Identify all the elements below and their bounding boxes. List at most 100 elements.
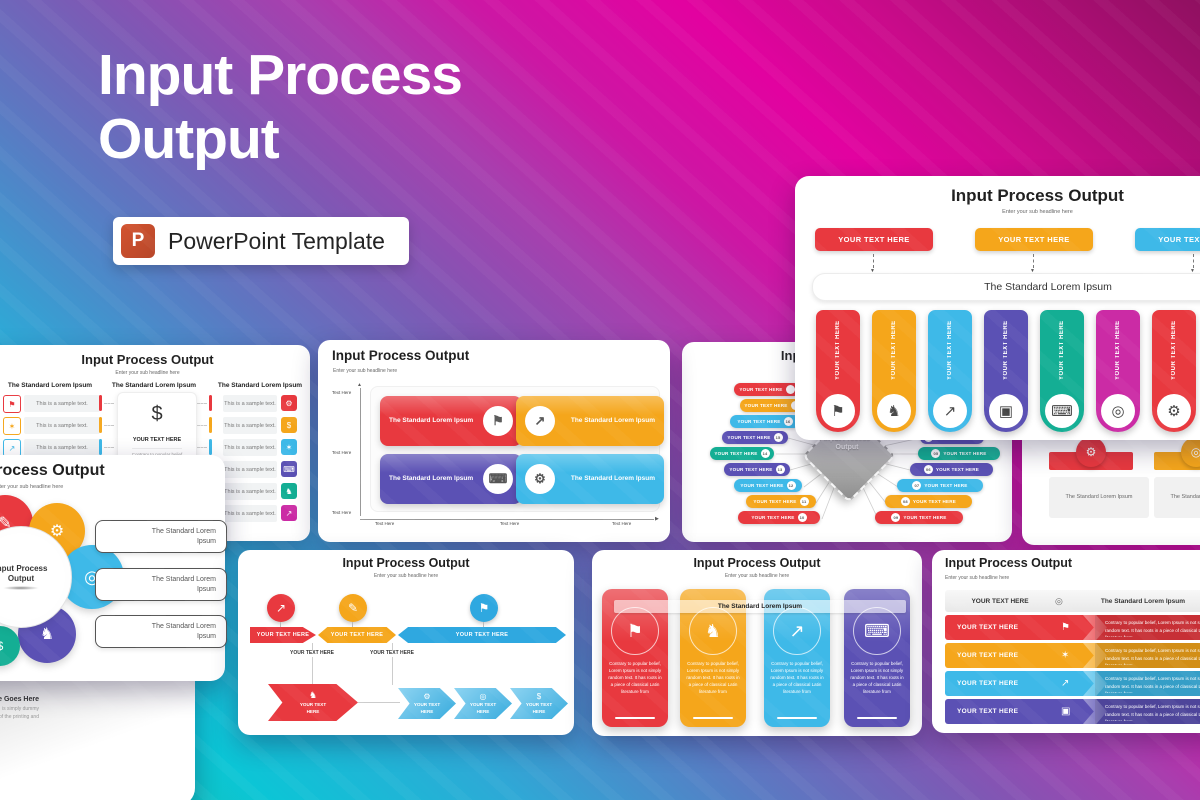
portfolio-icon: ▣ — [1061, 706, 1071, 717]
connector-line — [392, 643, 393, 685]
card-body: The Standard Lorem Ipsum — [1154, 477, 1200, 518]
growth-icon: ↗ — [933, 394, 967, 428]
card-label: YOUR TEXT HERE — [132, 437, 182, 443]
portfolio-icon: ▣ — [989, 394, 1023, 428]
stem — [280, 622, 281, 627]
growth-icon: ↗ — [525, 406, 555, 436]
hero-column: YOUR TEXT HERE ↗ — [928, 310, 972, 432]
x-axis — [360, 519, 654, 520]
coins-icon: $ — [0, 626, 20, 666]
chevron-label: YOUR TEXT HERE — [413, 702, 441, 714]
matrix-box: ↗ The Standard Lorem Ipsum — [516, 396, 664, 446]
megaphone-icon: ⚑ — [611, 607, 659, 655]
slide-subtitle: Enter your sub headline here — [115, 370, 180, 376]
slide-subtitle: Enter your sub headline here — [0, 484, 64, 490]
growth-icon: ↗ — [1061, 678, 1070, 689]
lorem-bar: The Standard Lorem Ipsum — [95, 520, 227, 553]
matrix-box: ⚙ The Standard Lorem Ipsum — [516, 454, 664, 504]
slide-title: Input Process Output — [0, 462, 105, 479]
column-label: YOUR TEXT HERE — [1115, 320, 1121, 380]
slide-subtitle: Enter your sub headline here — [724, 573, 790, 579]
slide-title: Input Process Output — [81, 352, 214, 367]
document-icon: ✎ — [339, 594, 367, 622]
gears-icon: ⚙ — [423, 692, 431, 702]
idea-icon: ✶ — [3, 417, 21, 435]
pill-label: YOUR TEXT HERE — [737, 419, 781, 424]
center-swoosh — [3, 586, 39, 591]
chevron-label: YOUR TEXT HERE — [525, 702, 553, 714]
pill-label: YOUR TEXT HERE — [740, 483, 784, 488]
slide-title: Input Process Output — [945, 556, 1073, 570]
pill-label: YOUR TEXT HERE — [903, 515, 947, 520]
table-row: YOUR TEXT HERE ⚑ Contrary to popular bel… — [945, 615, 1200, 640]
dash-connector — [197, 403, 207, 404]
pillar-paragraph: Contrary to popular belief, Lorem Ipsum … — [608, 661, 662, 694]
slide-pillars: Input Process Output Enter your sub head… — [592, 550, 922, 736]
row-label: YOUR TEXT HERE — [957, 652, 1019, 659]
slide-subtitle: Enter your sub headline here — [1002, 209, 1073, 215]
dash-connector — [104, 447, 114, 448]
chevron-divider — [1083, 615, 1107, 640]
standard-lorem-band: The Standard Lorem Ipsum — [614, 600, 906, 613]
slide-chevron-table: Input Process Output Enter your sub head… — [932, 550, 1200, 733]
x-axis-label: Text Here — [373, 521, 397, 526]
slide-three-column: Input Process Output Enter your sub head… — [0, 345, 310, 541]
standard-lorem-bar: The Standard Lorem Ipsum — [812, 273, 1200, 301]
partial-line: is simply dummy — [2, 706, 39, 712]
pillar-underline — [615, 717, 655, 719]
pillar-underline — [857, 717, 897, 719]
box-label: The Standard Lorem Ipsum — [570, 474, 655, 482]
numbered-pill: 07 YOUR TEXT HERE — [897, 479, 983, 492]
numbered-pill: YOUR TEXT HERE 14 — [710, 447, 774, 460]
connector-bar — [99, 395, 102, 411]
dash-connector — [104, 403, 114, 404]
dashed-arrow — [1190, 254, 1195, 274]
numbered-pill: YOUR TEXT HERE — [734, 383, 800, 396]
coins-growth-icon: $ — [151, 403, 163, 425]
chevron-step: ◎ YOUR TEXT HERE — [454, 688, 512, 719]
card-body: The Standard Lorem Ipsum — [1049, 477, 1149, 518]
strategy-icon: ♞ — [689, 607, 737, 655]
powerpoint-template-badge: P PowerPoint Template — [113, 217, 409, 265]
pillar-paragraph: Contrary to popular belief, Lorem Ipsum … — [686, 661, 740, 694]
megaphone-icon: ⚑ — [821, 394, 855, 428]
row-text: Contrary to popular belief, Lorem Ipsum … — [1105, 704, 1200, 721]
chevron-divider — [1083, 643, 1107, 668]
numbered-pill: 05 YOUR TEXT HERE — [918, 447, 1000, 460]
numbered-pill: YOUR TEXT HERE 11 — [746, 495, 816, 508]
text-pill: YOUR TEXT HERE — [815, 228, 933, 251]
column-label: YOUR TEXT HERE — [1003, 320, 1009, 380]
numbered-pill: YOUR TEXT HERE 15 — [722, 431, 788, 444]
lorem-bar-label: The Standard Lorem Ipsum — [151, 576, 216, 593]
header-label: YOUR TEXT HERE — [971, 597, 1029, 605]
page-title: Input Process Output — [98, 43, 463, 172]
x-axis-label: Text Here — [610, 521, 634, 526]
monitor-icon: ⌨ — [281, 461, 297, 477]
pillar-paragraph: Contrary to popular belief, Lorem Ipsum … — [850, 661, 904, 694]
pill-label: YOUR TEXT HERE — [727, 435, 771, 440]
pill-label: YOUR TEXT HERE — [943, 451, 987, 456]
megaphone-icon: ⚑ — [3, 395, 21, 413]
chevron-divider — [1083, 699, 1107, 724]
partial-title: Title Goes Here — [0, 696, 39, 703]
page-title-line2: Output — [98, 106, 280, 171]
pill-number: 06 — [923, 465, 933, 474]
dash-connector — [197, 447, 207, 448]
hero-column: YOUR TEXT HERE ▣ — [984, 310, 1028, 432]
chevron-divider — [1083, 671, 1107, 696]
sample-text-row: This is a sample text. — [24, 417, 100, 434]
growth-icon: ↗ — [281, 505, 297, 521]
row-label: YOUR TEXT HERE — [957, 624, 1019, 631]
pill-number: 13 — [775, 465, 785, 474]
slide-title: Input Process Output — [332, 348, 470, 363]
growth-icon: ↗ — [773, 607, 821, 655]
box-label: The Standard Lorem Ipsum — [389, 416, 474, 424]
column-label: YOUR TEXT HERE — [835, 320, 841, 380]
pill-number: 09 — [891, 513, 901, 522]
column-label: YOUR TEXT HERE — [1059, 320, 1065, 380]
powerpoint-icon: P — [121, 224, 155, 258]
table-row: YOUR TEXT HERE ✶ Contrary to popular bel… — [945, 643, 1200, 668]
big-chevron: ♞ YOUR TEXT HERE — [268, 684, 358, 721]
sample-text-row: This is a sample text. — [24, 439, 100, 456]
y-axis-label: Text Here — [332, 390, 352, 395]
